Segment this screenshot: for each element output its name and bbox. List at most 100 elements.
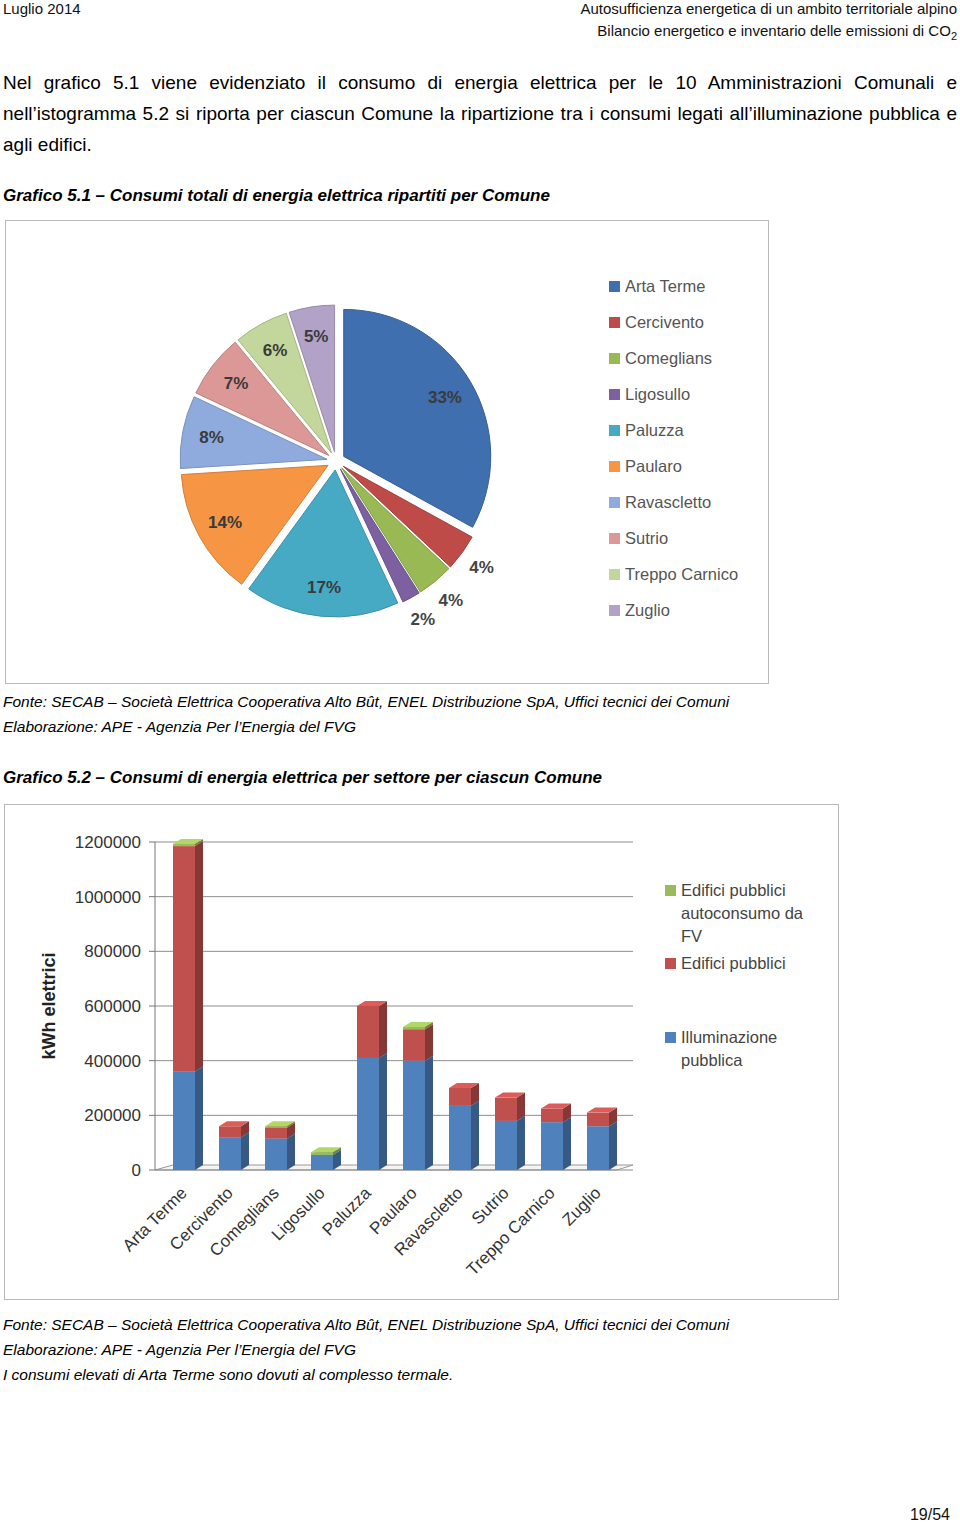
bar-top <box>587 1108 617 1113</box>
bar-segment <box>173 839 203 846</box>
grid-line <box>155 896 633 897</box>
category-label: Ligosullo <box>268 1183 329 1244</box>
legend-swatch <box>665 885 676 896</box>
pie-data-label: 2% <box>410 610 435 629</box>
category-label: Zuglio <box>559 1183 605 1229</box>
bar-top <box>357 1001 387 1006</box>
source-note: Fonte: SECAB – Società Elettrica Coopera… <box>3 693 729 711</box>
tick-label: 200000 <box>84 1106 141 1125</box>
pie-data-label: 6% <box>263 341 288 360</box>
bar-segment <box>495 1093 525 1121</box>
header-subtitle-text: Bilancio energetico e inventario delle e… <box>597 22 951 39</box>
legend-swatch <box>609 425 620 436</box>
bar-side <box>563 1117 571 1170</box>
pie-chart-box: 33%4%4%2%17%14%8%7%6%5%Arta TermeCercive… <box>5 220 769 684</box>
bar-side <box>425 1024 433 1060</box>
legend-label: Comeglians <box>625 349 712 367</box>
tick-label: 400000 <box>84 1052 141 1071</box>
pie-labels: 33%4%4%2%17%14%8%7%6%5% <box>199 327 494 629</box>
bar-segment <box>219 1121 249 1137</box>
legend-label: Edifici pubblici <box>681 952 826 975</box>
bar-side <box>195 1067 203 1170</box>
bar <box>495 1098 517 1121</box>
bar <box>449 1106 471 1170</box>
bar <box>357 1058 379 1170</box>
legend-swatch <box>609 605 620 616</box>
tick-label: 600000 <box>84 997 141 1016</box>
bar-segment <box>173 1067 203 1170</box>
bar-top <box>541 1104 571 1109</box>
legend-label: Ravascletto <box>625 493 711 511</box>
bar <box>541 1109 563 1123</box>
legend-label: Ligosullo <box>625 385 690 403</box>
bar <box>357 1006 379 1007</box>
bar-segment <box>311 1147 341 1155</box>
tick-label: 1200000 <box>75 833 141 852</box>
bar <box>449 1088 471 1106</box>
bar <box>587 1112 609 1113</box>
source-note: Elaborazione: APE - Agenzia Per l’Energi… <box>3 718 356 736</box>
bars <box>173 839 617 1170</box>
tick-label: 0 <box>132 1161 141 1180</box>
legend-swatch <box>665 1032 676 1043</box>
page-number: 19/54 <box>910 1506 950 1524</box>
bar <box>449 1088 471 1089</box>
bar-top <box>173 839 203 844</box>
bar-segment <box>311 1150 341 1170</box>
bar-side <box>471 1101 479 1170</box>
category-label: Ravascletto <box>391 1183 467 1259</box>
legend-swatch <box>609 497 620 508</box>
legend-swatch <box>665 958 676 969</box>
bar <box>219 1126 241 1127</box>
grid-line <box>155 1006 633 1007</box>
bar <box>541 1122 563 1170</box>
category-label: Paluzza <box>319 1183 376 1240</box>
bar-segment <box>357 1053 387 1170</box>
header-date: Luglio 2014 <box>3 0 81 17</box>
bar <box>587 1126 609 1170</box>
bar-segment <box>403 1022 433 1029</box>
tick-mark <box>149 1115 155 1116</box>
pie-data-label: 8% <box>199 428 224 447</box>
bar <box>541 1108 563 1109</box>
pie-data-label: 7% <box>224 374 249 393</box>
bar-top <box>219 1121 249 1126</box>
pie-slices <box>180 305 491 617</box>
bar-segment <box>403 1024 433 1060</box>
category-label: Treppo Carnico <box>463 1183 559 1279</box>
bar-segment <box>541 1117 571 1170</box>
bar <box>219 1126 241 1137</box>
legend-swatch <box>609 281 620 292</box>
bar-top <box>403 1022 433 1027</box>
bar <box>265 1139 287 1170</box>
bar-side <box>379 1053 387 1170</box>
bar <box>311 1152 333 1155</box>
bar-segment <box>265 1121 295 1127</box>
source-note: Elaborazione: APE - Agenzia Per l’Energi… <box>3 1341 356 1359</box>
tick-label: 800000 <box>84 942 141 961</box>
tick-mark <box>149 896 155 897</box>
tick-mark <box>149 1170 155 1171</box>
legend-swatch <box>609 569 620 580</box>
legend-swatch <box>609 461 620 472</box>
bar <box>587 1113 609 1127</box>
bar-side <box>287 1134 295 1170</box>
bar-top <box>449 1083 479 1088</box>
header-subscript: 2 <box>951 30 957 42</box>
grid: 0 200000 400000 600000 800000 1000000 1200000 <box>75 833 633 1180</box>
pie-slice <box>289 305 334 452</box>
pie-data-label: 33% <box>428 388 462 407</box>
tick-label: 1000000 <box>75 888 141 907</box>
bar <box>219 1137 241 1170</box>
bar-segment <box>541 1104 571 1123</box>
bar <box>173 844 195 846</box>
bar-side <box>241 1132 249 1170</box>
bar-segment <box>265 1134 295 1170</box>
legend-swatch <box>609 317 620 328</box>
bar <box>403 1027 425 1029</box>
legend-label: Edifici pubblici autoconsumo da FV <box>681 879 826 948</box>
legend-label: Sutrio <box>625 529 668 547</box>
bar-side <box>517 1116 525 1170</box>
tick-mark <box>149 1006 155 1007</box>
bar-segment <box>219 1132 249 1170</box>
